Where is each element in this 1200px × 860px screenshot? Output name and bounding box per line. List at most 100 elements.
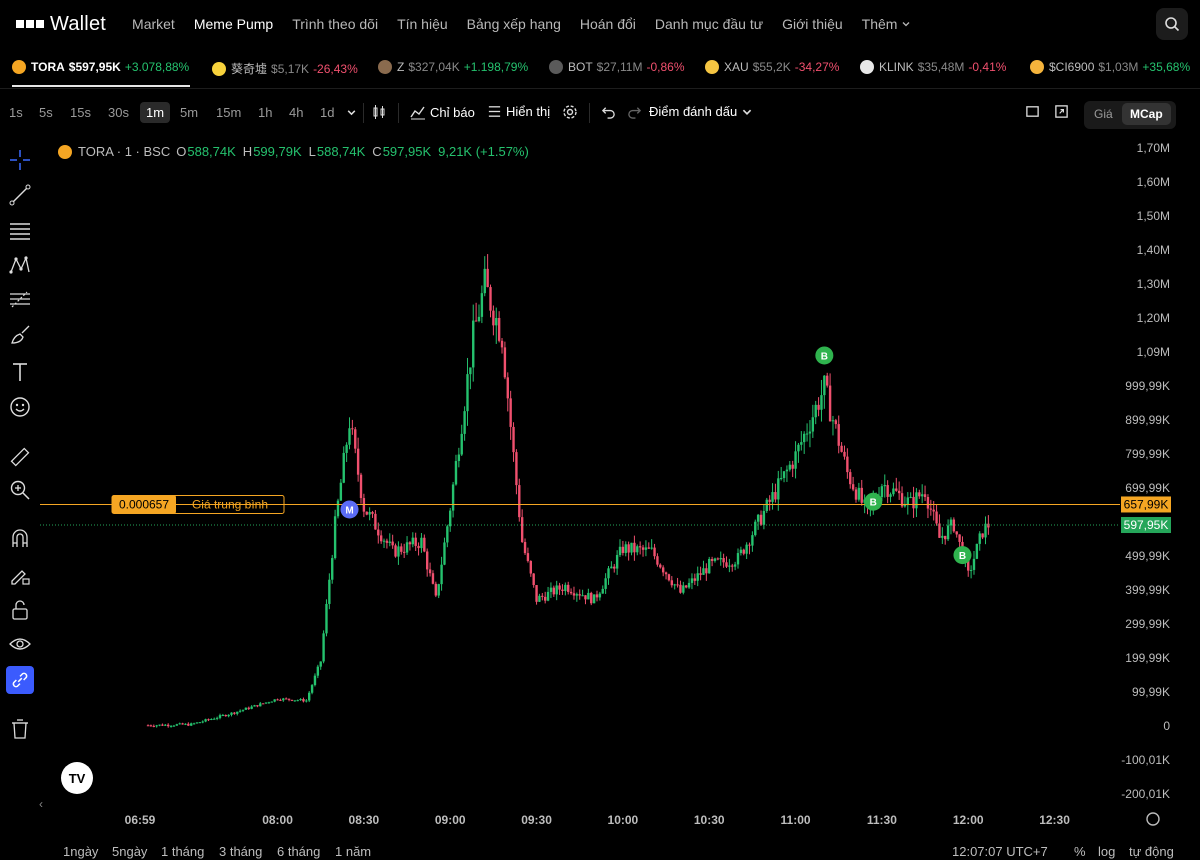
candle-body (900, 493, 904, 507)
nav-item-tracker[interactable]: Trình theo dõi (292, 16, 379, 32)
fib-tool[interactable] (6, 286, 34, 314)
candle-body (725, 562, 728, 567)
trendline-tool[interactable] (6, 181, 34, 209)
range-1m[interactable]: 1 tháng (161, 844, 205, 859)
text-tool[interactable] (6, 358, 34, 386)
price-chart[interactable]: 1,70M 1,60M 1,50M 1,40M 1,30M 1,20M 1,09M 999,9… (40, 142, 1200, 842)
undo-button[interactable] (601, 104, 616, 119)
range-6m[interactable]: 6 tháng (277, 844, 321, 859)
trade-marker (953, 546, 972, 565)
tf-1m[interactable]: 1m (140, 102, 171, 123)
candle-body (967, 559, 970, 571)
indicators-button[interactable]: Chỉ báo (410, 104, 475, 120)
nav-item-market[interactable]: Market (132, 16, 175, 32)
candle-body (984, 523, 987, 538)
candle-body (664, 572, 668, 575)
ticker-item-klink[interactable]: KLINK $35,48M -0,41% (860, 60, 1006, 74)
ticker-item-z[interactable]: Z $327,04K +1.198,79% (378, 60, 528, 74)
nav-item-meme-pump[interactable]: Meme Pump (193, 16, 274, 32)
settings-button[interactable] (562, 104, 578, 120)
tf-1s[interactable]: 1s (9, 105, 23, 120)
emoji-tool[interactable] (6, 393, 34, 421)
candle-body (402, 551, 406, 553)
magnet-tool[interactable] (6, 524, 34, 552)
crosshair-tool[interactable] (6, 146, 34, 174)
candle-body (259, 703, 262, 707)
range-3m[interactable]: 3 tháng (219, 844, 263, 859)
candle-type-button[interactable] (371, 104, 387, 120)
ticker-item-ci6900[interactable]: $CI6900 $1,03M +35,68% (1030, 60, 1190, 74)
candle-body (299, 699, 302, 701)
price-axis-label: -100,01K (1121, 753, 1170, 767)
price-axis-label: 399,99K (1125, 583, 1170, 597)
brush-tool[interactable] (6, 321, 34, 349)
display-button[interactable]: Hiển thị (487, 104, 550, 119)
measure-tool[interactable] (6, 443, 34, 471)
tf-1h[interactable]: 1h (258, 105, 273, 120)
nav-item-portfolio[interactable]: Danh mục đầu tư (654, 16, 764, 32)
auto-toggle[interactable]: tự động (1129, 844, 1174, 859)
candle-body (736, 553, 740, 565)
range-1d[interactable]: 1ngày (63, 844, 99, 859)
candle-body (391, 541, 394, 546)
lock-tool[interactable] (6, 596, 34, 624)
okx-logo[interactable]: Wallet (16, 0, 106, 48)
zoom-tool[interactable] (6, 476, 34, 504)
tf-30s[interactable]: 30s (108, 105, 129, 120)
tf-15m[interactable]: 15m (216, 105, 242, 120)
nav-item-swap[interactable]: Hoán đổi (579, 16, 636, 32)
ticker-item-bot[interactable]: BOT $27,11M -0,86% (549, 60, 685, 74)
tf-15s[interactable]: 15s (70, 105, 91, 120)
nav-item-about[interactable]: Giới thiệu (782, 16, 843, 32)
candle-body (184, 723, 187, 725)
nav-item-signals[interactable]: Tín hiệu (397, 16, 448, 32)
tf-5s[interactable]: 5s (39, 105, 53, 120)
candle-body (244, 707, 248, 710)
nav-more-button[interactable]: Thêm (862, 16, 912, 32)
mcap-mode-option[interactable]: MCap (1122, 103, 1171, 125)
candle-body (169, 725, 173, 727)
expand-icon (1055, 105, 1068, 118)
collapse-toolbar-icon[interactable]: ‹ (39, 797, 43, 811)
range-1y[interactable]: 1 năm (335, 844, 372, 859)
candle-body (310, 685, 314, 693)
range-5d[interactable]: 5ngày (112, 844, 148, 859)
clock[interactable]: 12:07:07 UTC+7 (952, 844, 1048, 859)
visibility-tool[interactable] (6, 630, 34, 658)
ticker-item-1[interactable]: 葵奇墟 $5,17K -26,43% (212, 60, 358, 77)
search-button[interactable] (1156, 8, 1188, 40)
candle-body (149, 725, 153, 727)
search-icon (1165, 17, 1180, 32)
log-toggle[interactable]: log (1098, 844, 1116, 859)
ticker-change: -26,43% (313, 61, 358, 76)
nav-item-leaderboard[interactable]: Bảng xếp hạng (466, 16, 561, 32)
screenshot-button[interactable] (1054, 104, 1069, 119)
sync-drawings-tool[interactable] (6, 666, 34, 694)
tf-dropdown-button[interactable] (346, 107, 357, 118)
ticker-item-xau[interactable]: XAU $55,2K -34,27% (705, 60, 839, 74)
candle-body (535, 585, 538, 602)
tradingview-logo[interactable]: TV (61, 762, 93, 794)
candle-body (192, 723, 196, 725)
bookmarks-dropdown[interactable]: Điểm đánh dấu (649, 104, 753, 119)
redo-button[interactable] (627, 104, 642, 119)
ticker-change: +35,68% (1142, 60, 1191, 74)
tf-4h[interactable]: 4h (289, 105, 304, 120)
candle-body (374, 513, 377, 530)
tf-5m[interactable]: 5m (180, 105, 199, 120)
fullscreen-button[interactable] (1025, 104, 1040, 119)
pattern-tool[interactable] (6, 251, 34, 279)
ticker-price: $327,04K (408, 60, 460, 74)
tf-1d[interactable]: 1d (320, 105, 335, 120)
lock-drawings-tool[interactable] (6, 562, 34, 590)
undo-icon (601, 107, 615, 119)
candle-body (155, 725, 158, 727)
price-axis-label: 299,99K (1125, 617, 1170, 631)
candle-body (152, 725, 156, 727)
delete-drawings-tool[interactable] (6, 715, 34, 743)
horizontal-lines-tool[interactable] (6, 216, 34, 244)
ticker-item-tora[interactable]: TORA $597,95K +3.078,88% (12, 60, 189, 74)
ticker-symbol: XAU (724, 60, 749, 74)
percent-toggle[interactable]: % (1074, 844, 1086, 859)
price-mode-option[interactable]: Giá (1094, 107, 1113, 121)
